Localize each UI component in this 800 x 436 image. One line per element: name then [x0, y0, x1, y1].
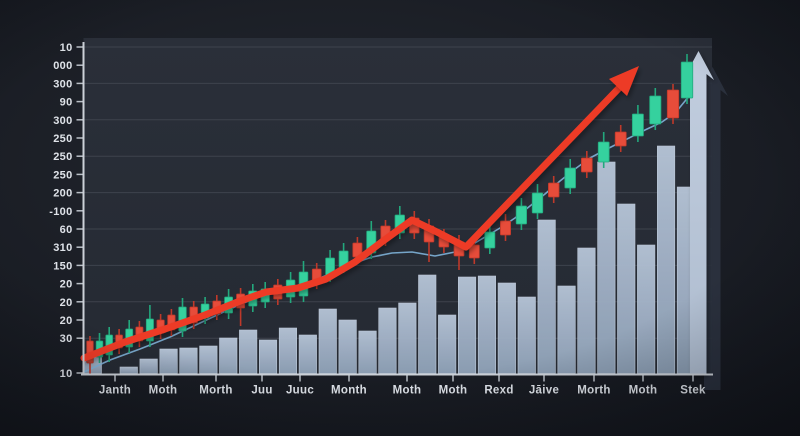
y-tick-label: 250 — [53, 133, 72, 145]
x-tick-label: Morth — [199, 385, 232, 397]
volume-bar — [139, 358, 158, 374]
x-tick-label: Moth — [439, 385, 468, 397]
volume-bar — [318, 308, 337, 374]
x-tick-label: Moth — [629, 385, 658, 397]
volume-bar — [119, 366, 138, 374]
x-tick-label: Morth — [577, 385, 610, 397]
candle-body-up — [515, 205, 528, 225]
y-tick-label: 20 — [60, 315, 73, 327]
x-tick-label: Moth — [149, 385, 178, 397]
y-tick-label: 000 — [53, 60, 72, 72]
y-axis-ticks — [76, 46, 83, 374]
y-tick-label: 10 — [60, 368, 73, 380]
volume-bar — [597, 161, 616, 374]
x-tick-label: Janth — [99, 385, 131, 397]
candle-body-down — [581, 157, 593, 173]
candle-body-up — [597, 141, 610, 163]
volume-bar — [159, 348, 178, 374]
volume-bar — [418, 274, 437, 374]
y-tick-label: 20 — [60, 297, 73, 309]
y-tick-label: -100 — [49, 206, 72, 218]
x-tick-label: Jāive — [529, 385, 559, 397]
y-tick-label: 90 — [60, 97, 73, 109]
y-tick-label: 20 — [60, 279, 73, 291]
candle-body-down — [499, 220, 511, 236]
volume-bar — [378, 307, 397, 374]
volume-bar — [557, 285, 576, 374]
x-tick-label: Juuc — [286, 385, 314, 397]
y-tick-label: 10 — [60, 42, 73, 54]
volume-bar — [517, 296, 536, 374]
volume-bar — [637, 244, 656, 374]
candle-body-up — [531, 192, 544, 214]
x-tick-label: Juu — [251, 385, 272, 397]
volume-bar — [477, 275, 497, 374]
x-axis-ticks — [114, 375, 694, 382]
volume-bar — [298, 334, 317, 374]
volume-bar — [497, 282, 516, 374]
y-tick-label: 60 — [60, 224, 73, 236]
volume-bar — [179, 347, 198, 374]
volume-bar — [239, 329, 258, 374]
candle-body-up — [631, 113, 644, 137]
y-tick-label: 250 — [53, 169, 72, 181]
y-tick-label: 310 — [53, 242, 72, 254]
volume-bar — [617, 203, 636, 374]
candle-body-down — [614, 131, 627, 147]
x-tick-label: Moth — [393, 385, 422, 397]
candle-body-down — [666, 89, 680, 119]
y-tick-label: 30 — [60, 333, 73, 345]
volume-bar — [398, 302, 417, 374]
x-tick-label: Month — [331, 385, 367, 397]
volume-bar — [438, 314, 457, 374]
volume-bar — [358, 330, 377, 374]
volume-bar — [219, 337, 238, 374]
y-tick-label: 300 — [53, 78, 72, 90]
candle-body-up — [649, 95, 662, 125]
y-tick-label: 300 — [53, 115, 72, 127]
volume-bar — [537, 219, 556, 374]
y-tick-label: 150 — [53, 260, 72, 272]
volume-bar — [676, 186, 691, 374]
y-tick-label: 200 — [53, 188, 72, 200]
x-axis-labels: Janth Moth Morth Juu Juuc Month Moth Moth Rexd Jā… — [99, 385, 706, 397]
candle-body-up — [680, 61, 694, 99]
volume-bar — [577, 247, 596, 374]
volume-bar — [199, 345, 218, 374]
candle-body-up — [564, 167, 576, 189]
y-tick-label: 250 — [53, 151, 72, 163]
x-tick-label: Rexd — [484, 385, 513, 397]
volume-bar — [258, 339, 278, 374]
volume-bar — [278, 327, 298, 374]
y-axis-labels: 10 000 300 90 300 250 250 250 200 -100 60 310 150 20 2… — [49, 42, 72, 380]
volume-bar — [338, 319, 357, 374]
volume-bar — [457, 276, 477, 374]
x-tick-label: Stek — [680, 385, 706, 397]
candle-body-up — [484, 231, 496, 249]
candle-body-down — [548, 182, 560, 198]
volume-bar — [656, 145, 676, 374]
